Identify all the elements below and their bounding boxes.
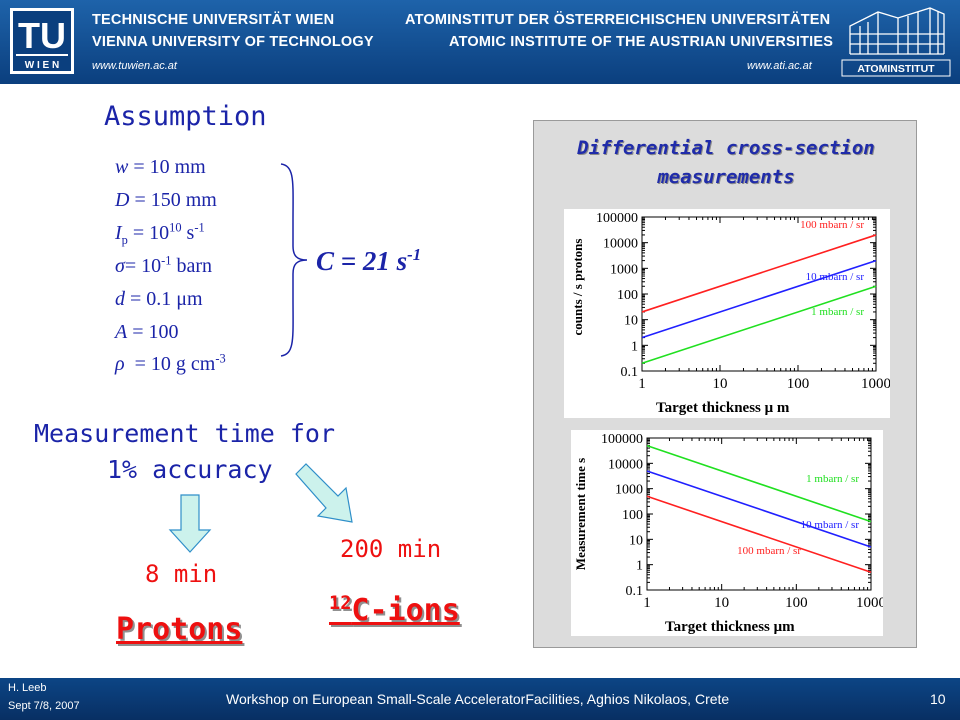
panel-title-line2: measurements	[657, 166, 795, 188]
x-tick-label: 100	[787, 376, 810, 392]
param-sigma-unit: barn	[176, 255, 213, 277]
param-rho-value: = 10 g cm	[134, 353, 216, 375]
y-tick-label: 0.1	[621, 365, 639, 380]
assumption-title: Assumption	[104, 101, 267, 132]
series-label: 100 mbarn / sr	[800, 219, 864, 231]
c-ions-time: 200 min	[340, 535, 442, 563]
curly-brace-icon	[280, 163, 308, 357]
series-line	[646, 444, 872, 523]
y-axis-label: counts / s protons	[570, 239, 585, 336]
series-label: 1 mbarn / sr	[806, 473, 859, 485]
institute-url[interactable]: www.ati.ac.at	[747, 60, 812, 72]
header-banner: TU W I E N TECHNISCHE UNIVERSITÄT WIEN V…	[0, 0, 960, 84]
y-tick-label: 1	[631, 339, 638, 354]
arrow-down-icon	[168, 494, 212, 553]
protons-time: 8 min	[145, 560, 218, 588]
param-D: D = 150 mm	[115, 189, 217, 211]
institute-name-en: ATOMIC INSTITUTE OF THE AUSTRIAN UNIVERS…	[449, 34, 834, 50]
c-ions-label: 12C-ions	[329, 593, 460, 628]
param-Ip-unit-exp: -1	[194, 220, 205, 235]
y-tick-label: 100	[617, 288, 638, 303]
param-sigma-value: = 10	[124, 255, 162, 277]
arrow-diagonal-icon	[295, 463, 353, 523]
footer-author: H. Leeb	[8, 682, 47, 694]
series-line	[641, 285, 877, 365]
y-tick-label: 100000	[596, 211, 638, 226]
footer-date: Sept 7/8, 2007	[8, 700, 80, 712]
footer-event: Workshop on European Small-Scale Acceler…	[226, 691, 730, 707]
series-label: 10 mbarn / sr	[801, 519, 860, 531]
param-rho: ρ = 10 g cm-3	[115, 351, 226, 375]
param-d-value: = 0.1 μm	[130, 288, 203, 310]
param-D-value: = 150 mm	[134, 189, 217, 211]
y-tick-label: 0.1	[626, 584, 644, 599]
footer-bar: H. Leeb Sept 7/8, 2007 Workshop on Europ…	[0, 678, 960, 720]
university-name-de: TECHNISCHE UNIVERSITÄT WIEN	[92, 12, 335, 28]
series-line	[641, 234, 877, 313]
plot-frame	[641, 216, 877, 372]
x-tick-label: 10	[714, 595, 729, 611]
y-tick-label: 1000	[615, 483, 643, 498]
param-w-value: = 10 mm	[133, 156, 206, 178]
param-Ip-value: = 10	[132, 222, 170, 244]
y-tick-label: 10000	[608, 457, 643, 472]
x-tick-label: 100	[785, 595, 808, 611]
param-A: A = 100	[115, 321, 179, 343]
param-Ip: Ip = 1010 s-1	[115, 220, 205, 247]
param-sigma: σ= 10-1 barn	[115, 253, 213, 277]
tu-wien-logo: TU W I E N	[10, 8, 74, 74]
series-label: 1 mbarn / sr	[811, 306, 864, 318]
atominstitut-logo: ATOMINSTITUT	[841, 7, 951, 77]
tu-logo-wien: W I E N	[25, 60, 59, 71]
param-A-value: = 100	[132, 321, 179, 343]
param-Ip-exp: 10	[169, 220, 182, 235]
result-count-rate-value: C = 21 s	[316, 246, 408, 276]
university-name-en: VIENNA UNIVERSITY OF TECHNOLOGY	[92, 34, 374, 50]
measurement-time-line1: Measurement time for	[34, 419, 336, 448]
series-line	[646, 495, 872, 574]
ati-logo-text: ATOMINSTITUT	[857, 63, 935, 75]
university-url[interactable]: www.tuwien.ac.at	[92, 60, 177, 72]
param-sigma-exp: -1	[161, 253, 172, 268]
y-tick-label: 100	[622, 508, 643, 523]
result-count-rate: C = 21 s-1	[316, 246, 421, 277]
c-ions-name: C-ions	[351, 593, 460, 628]
panel-title-line1: Differential cross-section	[577, 137, 875, 159]
y-tick-label: 10	[629, 533, 643, 548]
result-count-rate-exp: -1	[407, 245, 422, 264]
y-tick-label: 1	[636, 559, 643, 574]
protons-label: Protons	[116, 612, 243, 647]
series-line	[641, 259, 877, 339]
y-axis-label: Measurement time s	[573, 458, 588, 570]
series-line	[646, 470, 872, 548]
y-tick-label: 10	[624, 314, 638, 329]
x-axis-label: Target thickness μm	[665, 619, 795, 635]
x-tick-label: 1000	[856, 595, 883, 611]
param-d: d = 0.1 μm	[115, 288, 203, 310]
x-tick-label: 1000	[861, 376, 890, 392]
series-label: 100 mbarn / sr	[737, 545, 801, 557]
param-rho-exp: -3	[215, 351, 226, 366]
plot-frame	[646, 437, 872, 591]
c-ions-mass-number: 12	[329, 593, 352, 614]
institute-name-de: ATOMINSTITUT DER ÖSTERREICHISCHEN UNIVER…	[405, 12, 831, 28]
x-tick-label: 1	[643, 595, 651, 611]
y-tick-label: 1000	[610, 262, 638, 277]
x-tick-label: 10	[713, 376, 728, 392]
param-Ip-unit: s	[186, 222, 195, 244]
y-tick-label: 100000	[601, 432, 643, 447]
tu-logo-letters: TU	[18, 15, 66, 56]
x-axis-label: Target thickness μ m	[656, 400, 790, 416]
footer-page-number: 10	[930, 691, 946, 707]
series-label: 10 mbarn / sr	[806, 271, 865, 283]
x-tick-label: 1	[638, 376, 646, 392]
param-w: w = 10 mm	[115, 156, 206, 178]
y-tick-label: 10000	[603, 237, 638, 252]
cross-section-panel: Differential cross-section measurements …	[533, 120, 917, 648]
measurement-time-line2: 1% accuracy	[107, 455, 273, 484]
